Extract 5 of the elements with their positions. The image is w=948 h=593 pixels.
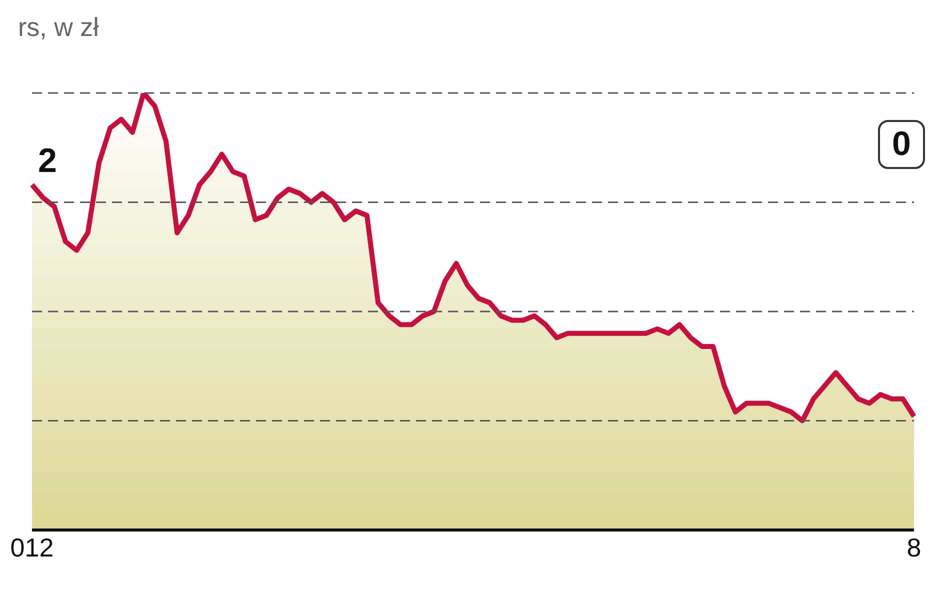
annotation: 0 xyxy=(878,120,925,170)
annotation: 2 xyxy=(38,142,57,180)
x-tick-label: 012 xyxy=(10,532,54,562)
x-tick-label: 8 xyxy=(906,532,922,562)
chart-title: rs, w zł xyxy=(18,12,99,43)
